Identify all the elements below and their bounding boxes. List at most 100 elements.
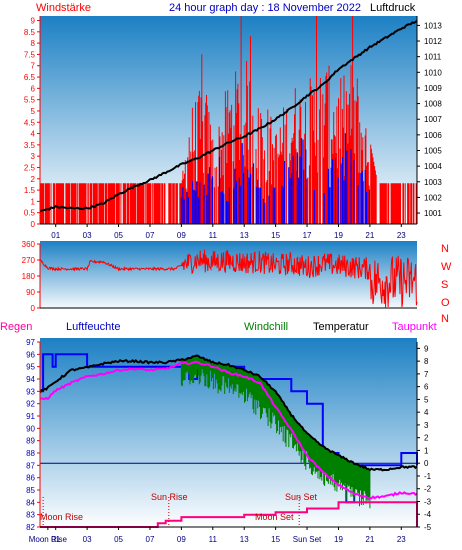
humidity-tick-label: 84 bbox=[26, 498, 35, 507]
bottom-time-tick-label: 19 bbox=[334, 535, 343, 544]
annotation-sun-set: Sun Set bbox=[285, 492, 318, 502]
temperature-tick-label: 0 bbox=[424, 459, 429, 468]
bottom-time-tick-label: 15 bbox=[271, 535, 280, 544]
legend-taupunkt: Taupunkt bbox=[392, 321, 437, 333]
wind-tick-label: 5.5 bbox=[24, 96, 36, 105]
humidity-tick-label: 88 bbox=[26, 449, 35, 458]
humidity-tick-label: 86 bbox=[26, 474, 35, 483]
temperature-tick-label: 8 bbox=[424, 357, 429, 366]
pressure-tick-label: 1004 bbox=[424, 162, 442, 171]
legend-windchill: Windchill bbox=[244, 321, 288, 333]
panel-wind-direction-axes: 0 90 180 270 360 bbox=[22, 240, 417, 313]
temperature-tick-label: -2 bbox=[424, 485, 432, 494]
compass-label-o: O bbox=[441, 297, 450, 309]
humidity-tick-label: 92 bbox=[26, 400, 35, 409]
temperature-tick-label: -5 bbox=[424, 523, 432, 532]
pressure-tick-label: 1013 bbox=[424, 21, 442, 30]
time-tick-label: 19 bbox=[334, 231, 343, 240]
wind-tick-label: 3 bbox=[31, 152, 36, 161]
rain-series bbox=[40, 501, 418, 528]
humidity-tick-label: 82 bbox=[26, 523, 35, 532]
panel-wind-direction-bg bbox=[40, 241, 417, 311]
bottom-time-tick-label: 13 bbox=[240, 535, 249, 544]
wind-tick-label: 9 bbox=[31, 17, 36, 26]
temperature-tick-label: -3 bbox=[424, 497, 432, 506]
time-tick-label: 01 bbox=[51, 231, 60, 240]
humidity-tick-label: 87 bbox=[26, 461, 35, 470]
humidity-tick-label: 96 bbox=[26, 350, 35, 359]
time-tick-label: 09 bbox=[177, 231, 186, 240]
humidity-tick-label: 97 bbox=[26, 338, 35, 347]
time-tick-label: 11 bbox=[209, 231, 218, 240]
direction-tick-label: 90 bbox=[26, 288, 35, 297]
pressure-tick-label: 1002 bbox=[424, 193, 442, 202]
annotation-sun-rise: Sun Rise bbox=[151, 492, 188, 502]
wind-tick-label: 3.5 bbox=[24, 141, 36, 150]
humidity-tick-label: 95 bbox=[26, 363, 35, 372]
bottom-time-tick-label: 09 bbox=[177, 535, 186, 544]
bottom-time-tick-label: 11 bbox=[209, 535, 218, 544]
wind-tick-label: 2.5 bbox=[24, 163, 36, 172]
annotation-moon-rise: Moon Rise bbox=[40, 512, 83, 522]
pressure-tick-label: 1001 bbox=[424, 209, 442, 218]
temperature-tick-label: 1 bbox=[424, 446, 429, 455]
time-tick-label: 07 bbox=[146, 231, 155, 240]
time-tick-label: 15 bbox=[271, 231, 280, 240]
temperature-tick-label: 2 bbox=[424, 434, 429, 443]
pressure-tick-label: 1005 bbox=[424, 146, 442, 155]
bottom-time-tick-label: Sun Set bbox=[293, 535, 322, 544]
temperature-tick-label: 4 bbox=[424, 408, 429, 417]
humidity-tick-label: 90 bbox=[26, 424, 35, 433]
humidity-tick-label: 91 bbox=[26, 412, 35, 421]
humidity-tick-label: 89 bbox=[26, 437, 35, 446]
compass-label-s: S bbox=[441, 279, 448, 291]
wind-tick-label: 0.5 bbox=[24, 209, 36, 218]
pressure-tick-label: 1011 bbox=[424, 53, 442, 62]
humidity-tick-label: 83 bbox=[26, 511, 35, 520]
time-tick-label: 03 bbox=[83, 231, 92, 240]
bottom-time-tick-label: 01 bbox=[51, 535, 60, 544]
bottom-time-tick-label: 05 bbox=[114, 535, 123, 544]
wind-tick-label: 6.5 bbox=[24, 73, 36, 82]
pressure-tick-label: 1009 bbox=[424, 84, 442, 93]
panel-temperature-axes: 82838485868788899091929394959697-5-4-3-2… bbox=[26, 338, 432, 544]
direction-tick-label: 0 bbox=[31, 304, 36, 313]
annotation-moon-set: Moon Set bbox=[255, 512, 294, 522]
wind-tick-label: 8 bbox=[31, 39, 36, 48]
wind-tick-label: 2 bbox=[31, 175, 36, 184]
luftdruck-label: Luftdruck bbox=[370, 2, 416, 14]
temperature-tick-label: 7 bbox=[424, 370, 429, 379]
bottom-time-tick-label: Moon Rise bbox=[29, 535, 68, 544]
dewpoint-series bbox=[40, 360, 418, 500]
wind-tick-label: 7.5 bbox=[24, 50, 36, 59]
bottom-time-tick-label: 07 bbox=[146, 535, 155, 544]
bottom-time-tick-label: 03 bbox=[83, 535, 92, 544]
compass-label-n-top: N bbox=[441, 243, 449, 255]
panel-wind-pressure-axes: 0 0.5 1 1.5 2 2.5 3 3.5 4 4.5 5 5.5 6 6.5 7 7.5 8 8.5 9 100… bbox=[24, 16, 442, 240]
temperature-tick-label: -4 bbox=[424, 510, 432, 519]
temperature-tick-label: 5 bbox=[424, 395, 429, 404]
pressure-tick-label: 1003 bbox=[424, 178, 442, 187]
wind-direction-series bbox=[39, 249, 418, 308]
time-tick-label: 17 bbox=[303, 231, 312, 240]
temperature-tick-label: 3 bbox=[424, 421, 429, 430]
wind-tick-label: 1.5 bbox=[24, 186, 36, 195]
compass-label-w: W bbox=[441, 261, 452, 273]
humidity-tick-label: 94 bbox=[26, 375, 35, 384]
time-tick-label: 05 bbox=[114, 231, 123, 240]
chart-title: 24 hour graph day : 18 November 2022 bbox=[169, 2, 361, 14]
time-tick-label: 13 bbox=[240, 231, 249, 240]
pressure-series bbox=[39, 19, 418, 213]
wind-tick-label: 1 bbox=[31, 197, 36, 206]
wind-tick-label: 4 bbox=[31, 130, 36, 139]
legend-regen: Regen bbox=[0, 321, 32, 333]
temperature-tick-label: 6 bbox=[424, 383, 429, 392]
wind-tick-label: 5 bbox=[31, 107, 36, 116]
wind-tick-label: 7 bbox=[31, 62, 36, 71]
temperature-tick-label: 9 bbox=[424, 344, 429, 353]
pressure-tick-label: 1008 bbox=[424, 100, 442, 109]
pressure-tick-label: 1006 bbox=[424, 131, 442, 140]
bottom-time-tick-label: 21 bbox=[365, 535, 374, 544]
